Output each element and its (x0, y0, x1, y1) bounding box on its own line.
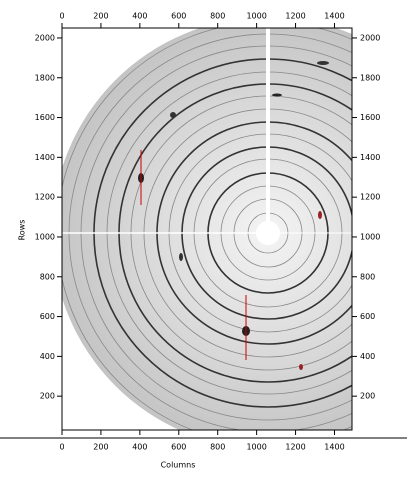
y-tick-label-right: 1800 (360, 73, 380, 82)
diffraction-image (62, 28, 352, 430)
y-tick-label-right: 1000 (360, 232, 380, 241)
y-tick-label-right: 2000 (360, 33, 380, 42)
plot-frame (61, 27, 353, 431)
y-tick-label: 1200 (35, 193, 55, 202)
y-tick-label-right: 1200 (360, 193, 380, 202)
y-tick-label-right: 1400 (360, 153, 380, 162)
x-tick-label: 1000 (246, 443, 266, 452)
y-tick-label-right: 400 (360, 352, 375, 361)
x-tick-label: 600 (171, 443, 186, 452)
x-tick-label-top: 800 (210, 12, 225, 21)
y-tick-label: 1800 (35, 73, 55, 82)
y-tick-label-right: 200 (360, 392, 375, 401)
y-tick-label: 400 (40, 352, 55, 361)
y-tick-label: 800 (40, 272, 55, 281)
x-tick-label-top: 0 (59, 12, 64, 21)
x-tick-label: 0 (59, 443, 64, 452)
x-tick-label: 200 (93, 443, 108, 452)
y-tick-label-right: 600 (360, 312, 375, 321)
y-tick-label: 1400 (35, 153, 55, 162)
x-tick-label-top: 400 (132, 12, 147, 21)
x-tick-label-top: 600 (171, 12, 186, 21)
x-tick-label-top: 200 (93, 12, 108, 21)
x-tick-label: 1200 (285, 443, 305, 452)
y-tick-label: 200 (40, 392, 55, 401)
y-tick-label: 600 (40, 312, 55, 321)
y-tick-label: 2000 (35, 33, 55, 42)
x-tick-label-top: 1000 (246, 12, 266, 21)
x-tick-label-top: 1400 (324, 12, 344, 21)
x-axis-label: Columns (161, 461, 196, 470)
x-tick-label-top: 1200 (285, 12, 305, 21)
y-tick-label-right: 1600 (360, 113, 380, 122)
x-tick-label: 400 (132, 443, 147, 452)
y-tick-label: 1600 (35, 113, 55, 122)
x-tick-label: 800 (210, 443, 225, 452)
x-tick-label: 1400 (324, 443, 344, 452)
y-tick-label-right: 800 (360, 272, 375, 281)
y-tick-label: 1000 (35, 232, 55, 241)
y-axis-label: Rows (18, 220, 27, 241)
